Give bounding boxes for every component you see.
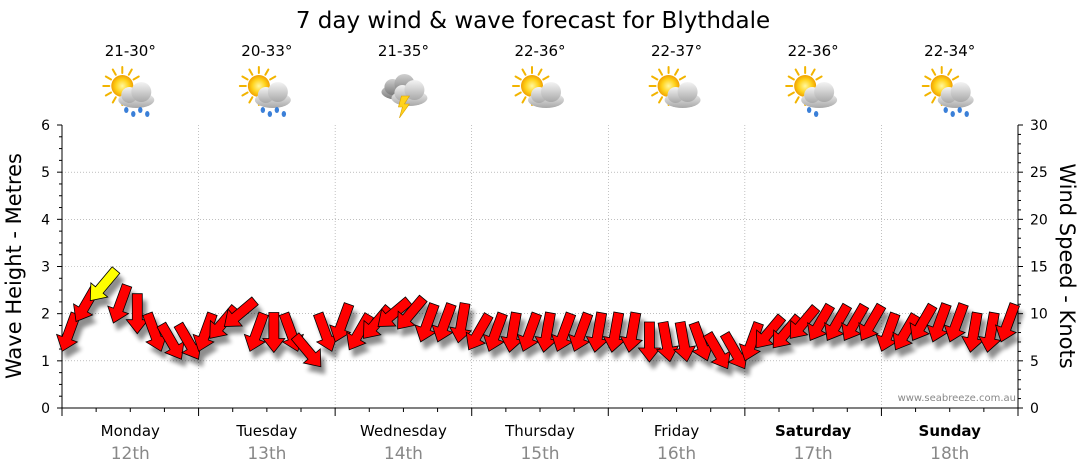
wind-arrow: [290, 332, 322, 368]
sun-cloud-rain-icon: [238, 66, 291, 117]
sun-cloud-rain-icon: [921, 66, 974, 117]
wind-arrow: [943, 302, 969, 343]
wind-arrow: [602, 311, 626, 353]
right-tick-label: 25: [1030, 165, 1048, 181]
day-temperature: 20-33°: [241, 42, 292, 60]
day-name: Wednesday: [360, 422, 447, 440]
left-axis-label: Wave Height - Metres: [2, 153, 26, 379]
day-date: 15th: [520, 444, 559, 464]
wind-arrow: [672, 320, 697, 363]
wind-arrow: [772, 313, 804, 349]
wind-arrow: [637, 321, 662, 363]
wind-arrow: [313, 311, 339, 352]
day-temperature: 22-34°: [924, 42, 975, 60]
wind-arrow: [789, 304, 821, 339]
wind-arrow: [329, 302, 355, 343]
right-tick-label: 15: [1030, 260, 1048, 276]
credit-text: www.seabreeze.com.au: [898, 393, 1016, 404]
wind-arrow: [585, 311, 609, 353]
wind-arrow: [978, 311, 1002, 353]
wind-arrow: [755, 313, 787, 349]
day-temperature: 21-35°: [378, 42, 429, 60]
wind-arrow: [414, 302, 440, 343]
left-tick-label: 3: [41, 260, 50, 276]
wind-arrow: [961, 311, 985, 353]
right-tick-label: 0: [1030, 401, 1039, 417]
wind-arrow: [346, 312, 375, 351]
day-temperature: 21-30°: [105, 42, 156, 60]
day-temperature: 22-37°: [651, 42, 702, 60]
wind-arrow: [125, 293, 150, 335]
wind-arrow: [926, 302, 952, 343]
wind-arrow: [534, 311, 558, 353]
wind-arrow: [482, 311, 508, 352]
right-tick-label: 30: [1030, 118, 1048, 134]
right-tick-label: 10: [1030, 307, 1048, 323]
wind-arrow: [89, 266, 121, 302]
left-tick-label: 2: [41, 307, 50, 323]
wind-arrow: [619, 311, 644, 353]
wind-arrow: [500, 311, 524, 353]
day-name: Thursday: [504, 422, 575, 440]
wind-arrow: [551, 311, 577, 352]
wind-arrow: [223, 296, 259, 327]
wind-arrow-series: [55, 266, 1020, 370]
wind-arrow: [892, 312, 921, 351]
day-date: 12th: [111, 444, 150, 464]
sun-cloud-icon: [512, 66, 564, 108]
left-tick-label: 0: [41, 401, 50, 417]
right-tick-label: 20: [1030, 212, 1048, 228]
day-name: Friday: [654, 422, 700, 440]
sun-cloud-icon: [648, 66, 701, 108]
day-date: 17th: [794, 444, 833, 464]
wind-arrow: [568, 311, 594, 352]
wind-arrow: [516, 311, 542, 352]
day-date: 16th: [657, 444, 696, 464]
day-date: 13th: [247, 444, 286, 464]
day-date: 18th: [930, 444, 969, 464]
wind-arrow: [377, 296, 413, 327]
day-name: Saturday: [775, 422, 852, 440]
wind-arrow: [209, 304, 240, 339]
left-tick-label: 5: [41, 165, 50, 181]
wind-arrow: [655, 320, 680, 363]
left-tick-label: 1: [41, 354, 50, 370]
wind-arrow: [156, 321, 185, 360]
wind-arrow: [702, 331, 731, 370]
wind-arrow: [841, 302, 870, 341]
thunderstorm-icon: [381, 74, 428, 119]
wind-arrow: [807, 302, 836, 341]
day-date: 14th: [384, 444, 423, 464]
wind-arrow: [994, 302, 1020, 343]
day-temperature: 22-36°: [788, 42, 839, 60]
sun-cloud-showers-icon: [785, 66, 838, 117]
wind-arrow: [909, 302, 938, 341]
day-name: Monday: [101, 422, 160, 440]
right-axis-label: Wind Speed - Knots: [1055, 163, 1079, 368]
day-name: Sunday: [919, 422, 982, 440]
wind-arrow: [858, 302, 887, 341]
wind-arrow: [55, 311, 82, 352]
wind-arrow: [431, 302, 457, 343]
wind-arrow: [397, 294, 428, 330]
wind-arrow: [363, 304, 394, 339]
wind-arrow: [107, 283, 133, 324]
chart-title: 7 day wind & wave forecast for Blythdale: [296, 8, 770, 34]
wind-arrow: [243, 311, 269, 352]
wind-arrow: [262, 312, 286, 354]
day-name: Tuesday: [235, 422, 297, 440]
wind-arrow: [824, 302, 853, 341]
left-tick-label: 6: [41, 118, 50, 134]
day-temperature: 22-36°: [514, 42, 565, 60]
right-tick-label: 5: [1030, 354, 1039, 370]
left-tick-label: 4: [41, 212, 50, 228]
sun-cloud-rain-icon: [102, 66, 155, 117]
wind-arrow: [465, 312, 494, 351]
